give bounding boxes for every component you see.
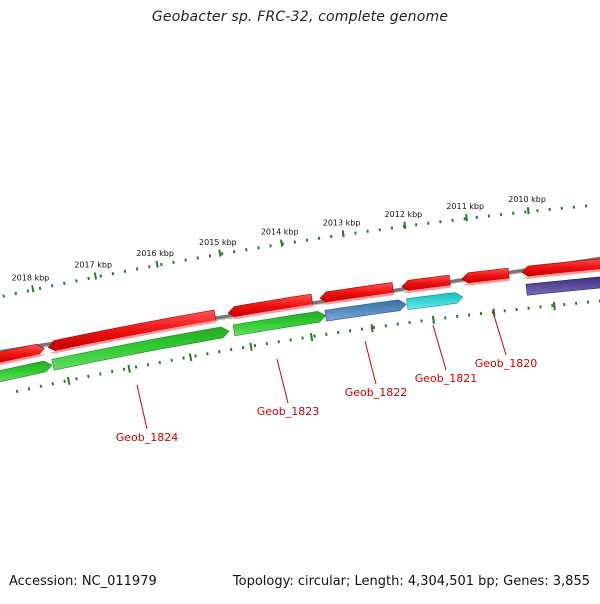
inner-ruler-minor-tick <box>124 368 125 371</box>
ruler-major-tick <box>466 214 467 221</box>
gene-label[interactable]: Geob_1821 <box>415 372 478 385</box>
inner-ruler-minor-tick <box>207 352 208 355</box>
ruler-kbp-label: 2016 kbp <box>136 249 174 258</box>
genome-stats-text: Topology: circular; Length: 4,304,501 bp… <box>233 574 590 589</box>
ruler-minor-tick <box>149 265 150 268</box>
inner-ruler-minor-tick <box>76 377 77 380</box>
inner-ruler-minor-tick <box>41 385 42 388</box>
inner-ruler-minor-tick <box>29 387 30 390</box>
inner-ruler-minor-tick <box>160 361 161 364</box>
ruler-kbp-label: 2018 kbp <box>12 274 50 283</box>
inner-ruler-major-tick <box>128 365 130 373</box>
ruler-minor-tick <box>64 282 65 285</box>
gene-label[interactable]: Geob_1824 <box>116 431 179 444</box>
inner-ruler-minor-tick <box>219 350 220 353</box>
gene-labels: Geob_1824 Geob_1823 Geob_1822 Geob_1821 Geob… <box>116 312 538 444</box>
ruler-minor-tick <box>52 284 53 287</box>
inner-ruler-major-tick <box>250 343 251 351</box>
ruler-kbp-label: 2014 kbp <box>261 228 299 237</box>
inner-ruler-minor-tick <box>88 375 89 378</box>
inner-ruler-minor-tick <box>279 340 280 343</box>
gene-label-leader <box>493 312 506 355</box>
ruler-minor-tick <box>161 263 162 266</box>
ruler-major-tick <box>32 285 33 292</box>
inner-ruler-minor-tick <box>64 380 65 383</box>
ruler-major-tick <box>95 273 96 280</box>
inner-ruler-major-tick <box>371 324 372 332</box>
ruler-kbp-label: 2011 kbp <box>446 202 484 211</box>
ruler-major-tick <box>404 222 405 229</box>
ruler-kbp-label: 2017 kbp <box>74 261 112 270</box>
inner-ruler-major-tick <box>190 353 191 361</box>
gene-label[interactable]: Geob_1820 <box>475 357 538 370</box>
ruler-major-tick <box>157 261 158 268</box>
gene-label[interactable]: Geob_1822 <box>345 386 408 399</box>
inner-ruler-minor-tick <box>100 373 101 376</box>
inner-ruler-minor-tick <box>171 359 172 362</box>
ruler-major-tick <box>281 240 282 247</box>
inner-ruler-minor-tick <box>314 335 315 338</box>
inner-ruler-minor-tick <box>231 348 232 351</box>
inner-ruler-minor-tick <box>326 333 327 336</box>
inner-ruler-major-tick <box>311 333 312 341</box>
inner-ruler-minor-tick <box>136 366 137 369</box>
gene-label-leader <box>277 359 288 403</box>
ruler-kbp-label: 2012 kbp <box>385 210 423 219</box>
ruler-kbp-label: 2010 kbp <box>508 195 546 204</box>
inner-ruler-major-tick <box>68 377 70 385</box>
ruler-minor-tick <box>258 246 259 249</box>
inner-ruler-minor-tick <box>243 346 244 349</box>
ruler-minor-tick <box>234 250 235 253</box>
ruler-minor-tick <box>3 295 4 298</box>
ruler-minor-tick <box>210 254 211 257</box>
inner-ruler-minor-tick <box>338 331 339 334</box>
ruler-minor-tick <box>222 252 223 255</box>
inner-ruler-minor-tick <box>255 344 256 347</box>
inner-ruler-minor-tick <box>148 363 149 366</box>
gene-feature-cyan <box>406 293 463 310</box>
gene-label-leader <box>137 385 147 429</box>
ruler-major-tick <box>219 250 220 257</box>
ruler-kbp-label: 2013 kbp <box>323 218 361 227</box>
inner-ruler-minor-tick <box>112 370 113 373</box>
ruler-minor-tick <box>100 275 101 278</box>
inner-ruler-minor-tick <box>302 337 303 340</box>
ruler-minor-tick <box>40 287 41 290</box>
ruler-minor-tick <box>307 239 308 242</box>
ruler-major-tick <box>343 230 344 237</box>
gene-label-leader <box>433 325 446 370</box>
inner-ruler-major-tick <box>554 302 555 310</box>
ruler-minor-tick <box>28 289 29 292</box>
ruler-minor-tick <box>137 268 138 271</box>
ruler-minor-tick <box>185 259 186 262</box>
inner-ruler-minor-tick <box>52 382 53 385</box>
inner-ruler-minor-tick <box>290 338 291 341</box>
inner-ruler-major-tick <box>433 316 434 324</box>
ruler-minor-tick <box>295 241 296 244</box>
ruler-minor-tick <box>113 272 114 275</box>
gene-feature-indigo <box>526 276 600 295</box>
ruler-minor-tick <box>76 279 77 282</box>
accession-text: Accession: NC_011979 <box>9 574 157 589</box>
ruler-minor-tick <box>125 270 126 273</box>
ruler-minor-tick <box>270 244 271 247</box>
inner-ruler-minor-tick <box>267 342 268 345</box>
ruler-minor-tick <box>173 261 174 264</box>
ruler-major-tick <box>528 207 529 214</box>
ruler-minor-tick <box>88 277 89 280</box>
inner-ruler-minor-tick <box>195 354 196 357</box>
map-title: Geobacter sp. FRC-32, complete genome <box>0 9 600 25</box>
inner-ruler-minor-tick <box>17 390 18 393</box>
gene-label[interactable]: Geob_1823 <box>257 405 320 418</box>
inner-ruler-minor-tick <box>183 357 184 360</box>
ruler-kbp-label: 2015 kbp <box>199 238 237 247</box>
ruler-minor-tick <box>198 257 199 260</box>
gene-label-leader <box>365 341 376 384</box>
gene-feature-green <box>0 361 52 383</box>
ruler-minor-tick <box>16 292 17 295</box>
